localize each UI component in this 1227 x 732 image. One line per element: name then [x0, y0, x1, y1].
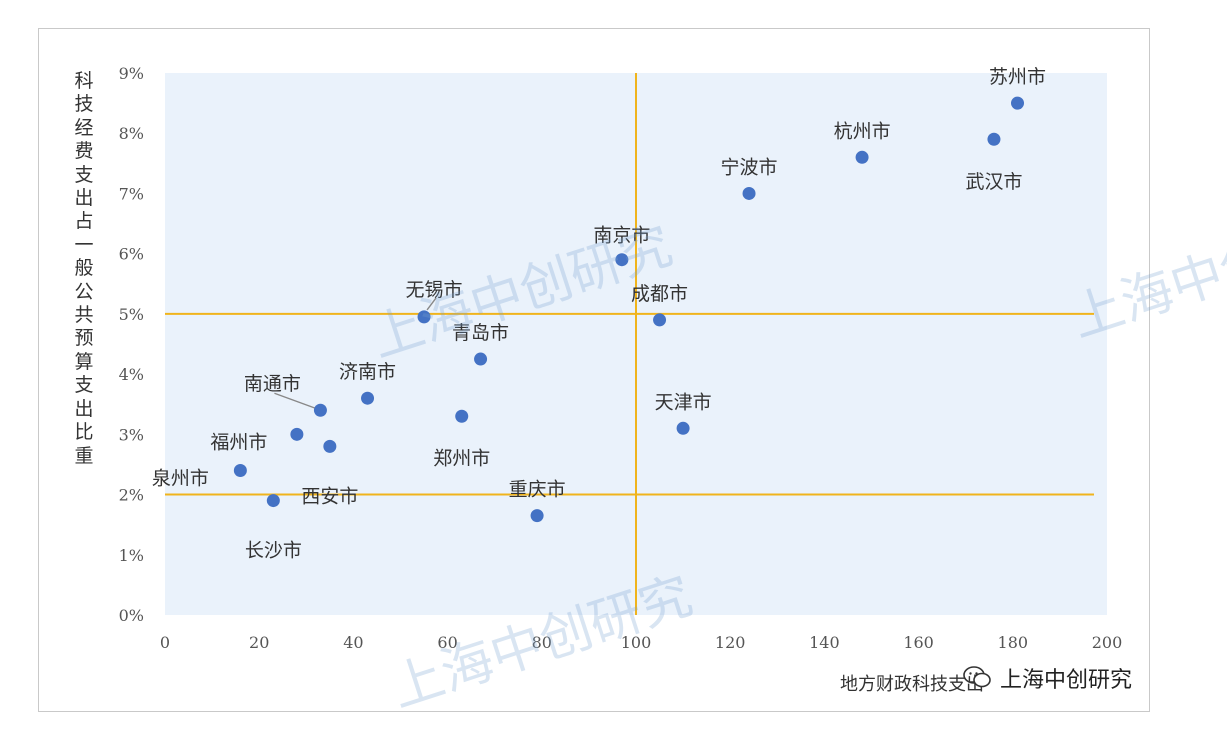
y-tick-label: 7% [119, 184, 144, 203]
y-tick-label: 2% [119, 486, 144, 505]
x-tick-label: 40 [343, 633, 363, 652]
y-axis-label: 科技经费支出占一般公共预算支出比重 [74, 70, 94, 467]
data-point [653, 313, 667, 327]
x-tick-label: 100 [621, 633, 652, 652]
data-point [361, 391, 375, 405]
y-tick-label: 9% [119, 64, 144, 83]
data-point [474, 352, 488, 366]
y-tick-label: 1% [119, 546, 144, 565]
x-tick-label: 200 [1092, 633, 1123, 652]
data-point [323, 439, 337, 453]
point-label: 无锡市 [406, 279, 463, 301]
leader-line [426, 297, 437, 311]
x-tick-label: 0 [160, 633, 170, 652]
data-point [987, 132, 1001, 146]
point-label: 宁波市 [721, 156, 778, 178]
data-point [742, 186, 756, 200]
data-point [530, 509, 544, 523]
x-tick-label: 20 [249, 633, 269, 652]
data-point [290, 427, 304, 441]
y-tick-label: 0% [119, 606, 144, 625]
y-tick-label: 5% [119, 305, 144, 324]
data-point [266, 494, 280, 508]
y-tick-label: 3% [119, 425, 144, 444]
data-point [313, 403, 327, 417]
data-point [855, 150, 869, 164]
x-tick-label: 140 [809, 633, 840, 652]
point-label: 南通市 [244, 373, 301, 395]
data-point [233, 463, 247, 477]
data-point [676, 421, 690, 435]
x-tick-label: 180 [998, 633, 1029, 652]
x-tick-label: 60 [437, 633, 457, 652]
data-point [455, 409, 469, 423]
point-label: 重庆市 [509, 479, 566, 501]
y-tick-label: 8% [119, 124, 144, 143]
data-point [1011, 96, 1025, 110]
point-label: 西安市 [301, 485, 358, 507]
x-tick-label: 160 [903, 633, 934, 652]
point-label: 泉州市 [152, 467, 209, 489]
point-label: 杭州市 [834, 120, 891, 142]
y-tick-label: 6% [119, 245, 144, 264]
wechat-icon [963, 666, 991, 688]
point-label: 济南市 [339, 361, 396, 383]
point-label: 长沙市 [245, 540, 302, 562]
point-label: 南京市 [593, 225, 650, 247]
point-label: 福州市 [210, 431, 267, 453]
point-label: 苏州市 [989, 66, 1046, 88]
data-point [615, 253, 629, 267]
point-label: 天津市 [655, 391, 712, 413]
x-axis-label: 地方财政科技支出 [840, 674, 984, 695]
data-point [417, 310, 431, 324]
watermark-text: 上海中创研究 [1000, 668, 1133, 693]
x-tick-label: 120 [715, 633, 746, 652]
point-label: 青岛市 [452, 322, 509, 344]
point-label: 武汉市 [965, 171, 1022, 193]
point-label: 郑州市 [433, 447, 490, 469]
x-tick-label: 80 [532, 633, 552, 652]
point-label: 成都市 [631, 283, 688, 305]
leader-line [274, 392, 316, 409]
y-tick-label: 4% [119, 365, 144, 384]
